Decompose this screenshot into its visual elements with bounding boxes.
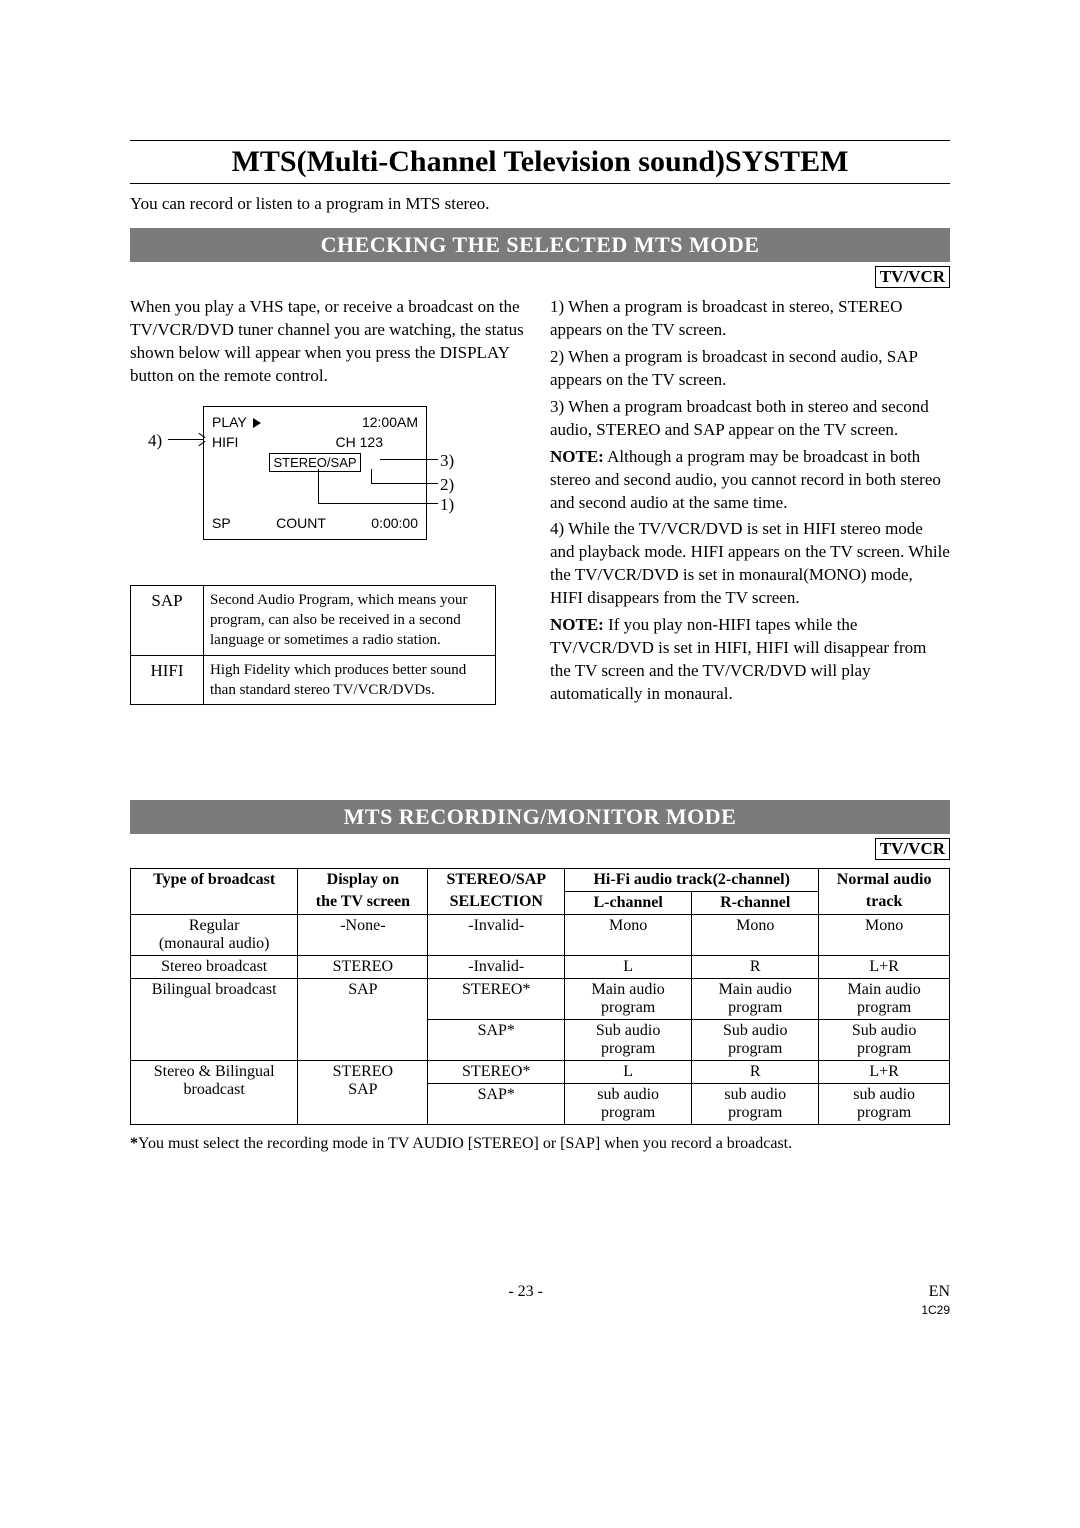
tvvcr-badge: TV/VCR (875, 266, 950, 288)
th-normal-audio: Normal audio (819, 868, 950, 891)
osd-sp: SP (212, 514, 231, 533)
cell: Main audioprogram (692, 978, 819, 1019)
cell: L+R (819, 1060, 950, 1083)
callout-1: 1) (440, 494, 454, 517)
def-hifi-text: High Fidelity which produces better soun… (204, 655, 496, 705)
def-sap-text: Second Audio Program, which means your p… (204, 585, 496, 655)
th-rchannel: R-channel (692, 891, 819, 914)
right-p1: 1) When a program is broadcast in stereo… (550, 296, 950, 342)
callout-4: 4) (148, 430, 162, 453)
def-hifi-term: HIFI (131, 655, 204, 705)
th-hifi-track: Hi-Fi audio track(2-channel) (565, 868, 819, 891)
osd-count-label: COUNT (276, 514, 326, 533)
osd-diagram: 4) PLAY 12:00AM HIFI CH 123 STEREO/SAP (148, 406, 478, 571)
cell: -Invalid- (428, 955, 565, 978)
osd-screen: PLAY 12:00AM HIFI CH 123 STEREO/SAP SP C… (203, 406, 427, 540)
cell: -None- (298, 914, 428, 955)
footer-code: 1C29 (921, 1303, 950, 1317)
cell: L (565, 1060, 692, 1083)
cell: Bilingual broadcast (131, 978, 298, 1060)
right-p3: 3) When a program broadcast both in ster… (550, 396, 950, 442)
th-display: Display on (298, 868, 428, 891)
page-title: MTS(Multi-Channel Television sound)SYSTE… (130, 140, 950, 184)
cell: L+R (819, 955, 950, 978)
th-display-b: the TV screen (298, 891, 428, 914)
cell: -Invalid- (428, 914, 565, 955)
cell: sub audioprogram (692, 1083, 819, 1124)
section2-heading: MTS RECORDING/MONITOR MODE (130, 800, 950, 834)
th-lchannel: L-channel (565, 891, 692, 914)
page-number: - 23 - (508, 1283, 543, 1319)
section1-heading: CHECKING THE SELECTED MTS MODE (130, 228, 950, 262)
cell: Main audioprogram (565, 978, 692, 1019)
section1-left-intro: When you play a VHS tape, or receive a b… (130, 296, 528, 388)
definition-table: SAP Second Audio Program, which means yo… (130, 585, 496, 705)
cell: Stereo broadcast (131, 955, 298, 978)
cell: STEREO* (428, 1060, 565, 1083)
right-note2: NOTE: If you play non-HIFI tapes while t… (550, 614, 950, 706)
footnote: *You must select the recording mode in T… (130, 1135, 950, 1153)
page-footer: - 23 - EN 1C29 (130, 1283, 950, 1319)
th-stereo-sap: STEREO/SAP (428, 868, 565, 891)
mts-mode-table: Type of broadcast Display on STEREO/SAP … (130, 868, 950, 1125)
cell: STEREOSAP (298, 1060, 428, 1124)
cell: STEREO (298, 955, 428, 978)
def-sap-term: SAP (131, 585, 204, 655)
cell: Stereo & Bilingualbroadcast (131, 1060, 298, 1124)
cell: R (692, 955, 819, 978)
cell: Sub audioprogram (692, 1019, 819, 1060)
osd-counter: 0:00:00 (371, 514, 418, 533)
th-track: track (819, 891, 950, 914)
osd-play: PLAY (212, 413, 261, 432)
cell: Sub audioprogram (565, 1019, 692, 1060)
cell: Sub audioprogram (819, 1019, 950, 1060)
cell: Mono (819, 914, 950, 955)
tvvcr-badge-2: TV/VCR (875, 838, 950, 860)
play-icon (253, 418, 261, 428)
cell: STEREO* (428, 978, 565, 1019)
intro-text: You can record or listen to a program in… (130, 194, 950, 214)
cell: Regular(monaural audio) (131, 914, 298, 955)
cell: Mono (692, 914, 819, 955)
osd-time: 12:00AM (362, 413, 418, 432)
cell: R (692, 1060, 819, 1083)
th-type: Type of broadcast (131, 868, 298, 914)
right-note1: NOTE: Although a program may be broadcas… (550, 446, 950, 515)
callout-3: 3) (440, 450, 454, 473)
right-p4: 4) While the TV/VCR/DVD is set in HIFI s… (550, 518, 950, 610)
cell: Main audioprogram (819, 978, 950, 1019)
osd-stereo-sap: STEREO/SAP (269, 453, 360, 473)
cell: SAP* (428, 1019, 565, 1060)
cell: L (565, 955, 692, 978)
th-selection: SELECTION (428, 891, 565, 914)
cell: sub audioprogram (819, 1083, 950, 1124)
footer-lang: EN (929, 1283, 950, 1300)
cell: SAP (298, 978, 428, 1060)
right-p2: 2) When a program is broadcast in second… (550, 346, 950, 392)
osd-hifi: HIFI (212, 433, 238, 452)
cell: sub audioprogram (565, 1083, 692, 1124)
cell: Mono (565, 914, 692, 955)
cell: SAP* (428, 1083, 565, 1124)
osd-channel: CH 123 (336, 433, 383, 452)
